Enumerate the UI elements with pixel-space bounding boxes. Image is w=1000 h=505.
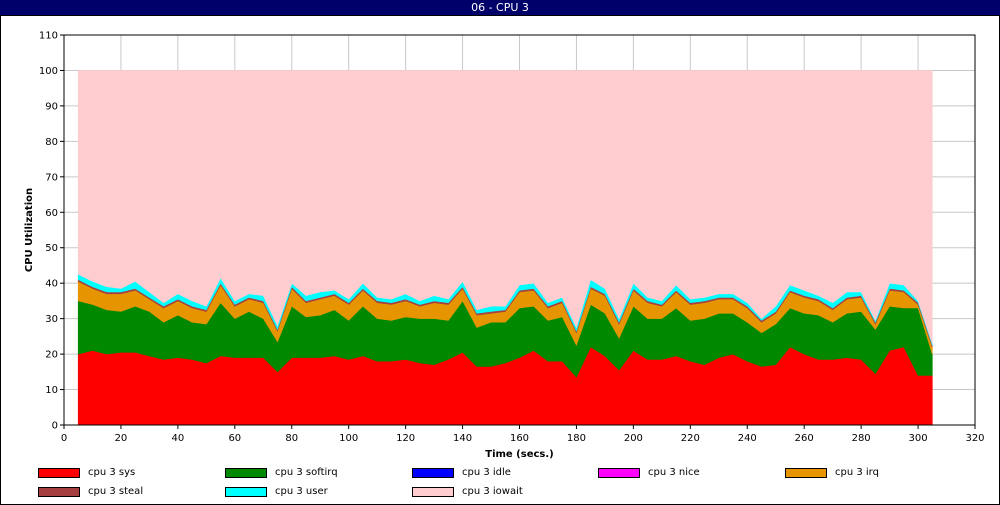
y-tick-label: 90 [45,101,58,112]
x-tick-label: 20 [115,433,128,444]
x-tick-label: 180 [567,433,586,444]
chart-title: 06 - CPU 3 [471,1,529,14]
chart-title-bar: 06 - CPU 3 [0,0,1000,15]
x-tick-label: 220 [681,433,700,444]
x-tick-label: 280 [852,433,871,444]
x-tick-label: 160 [510,433,529,444]
series-area-8 [77,70,933,344]
y-tick-label: 10 [45,385,58,396]
legend-label: cpu 3 nice [648,467,700,478]
y-tick-label: 40 [45,279,58,290]
legend-label: cpu 3 sys [88,467,136,478]
legend-label: cpu 3 idle [462,467,511,478]
x-tick-label: 100 [339,433,358,444]
y-tick-label: 50 [45,243,58,254]
x-tick-label: 140 [453,433,472,444]
y-tick-label: 20 [45,350,58,361]
x-tick-label: 240 [738,433,757,444]
x-tick-label: 60 [228,433,241,444]
y-tick-label: 70 [45,172,58,183]
x-tick-label: 260 [795,433,814,444]
y-tick-label: 30 [45,314,58,325]
x-tick-label: 0 [61,433,67,444]
legend-label: cpu 3 irq [835,467,879,478]
y-axis-label: CPU Utilization [24,188,35,272]
legend-swatch [38,487,80,497]
x-tick-label: 300 [909,433,928,444]
legend-swatch [785,468,827,478]
y-tick-label: 60 [45,208,58,219]
legend-label: cpu 3 steal [88,486,144,497]
x-tick-label: 200 [624,433,643,444]
legend-swatch [38,468,80,478]
legend-swatch [412,487,454,497]
legend-swatch [225,487,267,497]
y-tick-label: 80 [45,137,58,148]
x-tick-label: 80 [285,433,298,444]
legend-swatch [412,468,454,478]
legend-swatch [598,468,640,478]
x-tick-label: 320 [965,433,984,444]
x-tick-label: 120 [396,433,415,444]
x-tick-label: 40 [172,433,185,444]
legend-label: cpu 3 softirq [275,467,338,478]
y-tick-label: 110 [39,31,58,42]
legend-label: cpu 3 iowait [462,486,523,497]
x-axis-label: Time (secs.) [485,449,554,460]
y-tick-label: 0 [52,421,58,432]
legend-swatch [225,468,267,478]
legend-label: cpu 3 user [275,486,328,497]
y-tick-label: 100 [39,66,58,77]
